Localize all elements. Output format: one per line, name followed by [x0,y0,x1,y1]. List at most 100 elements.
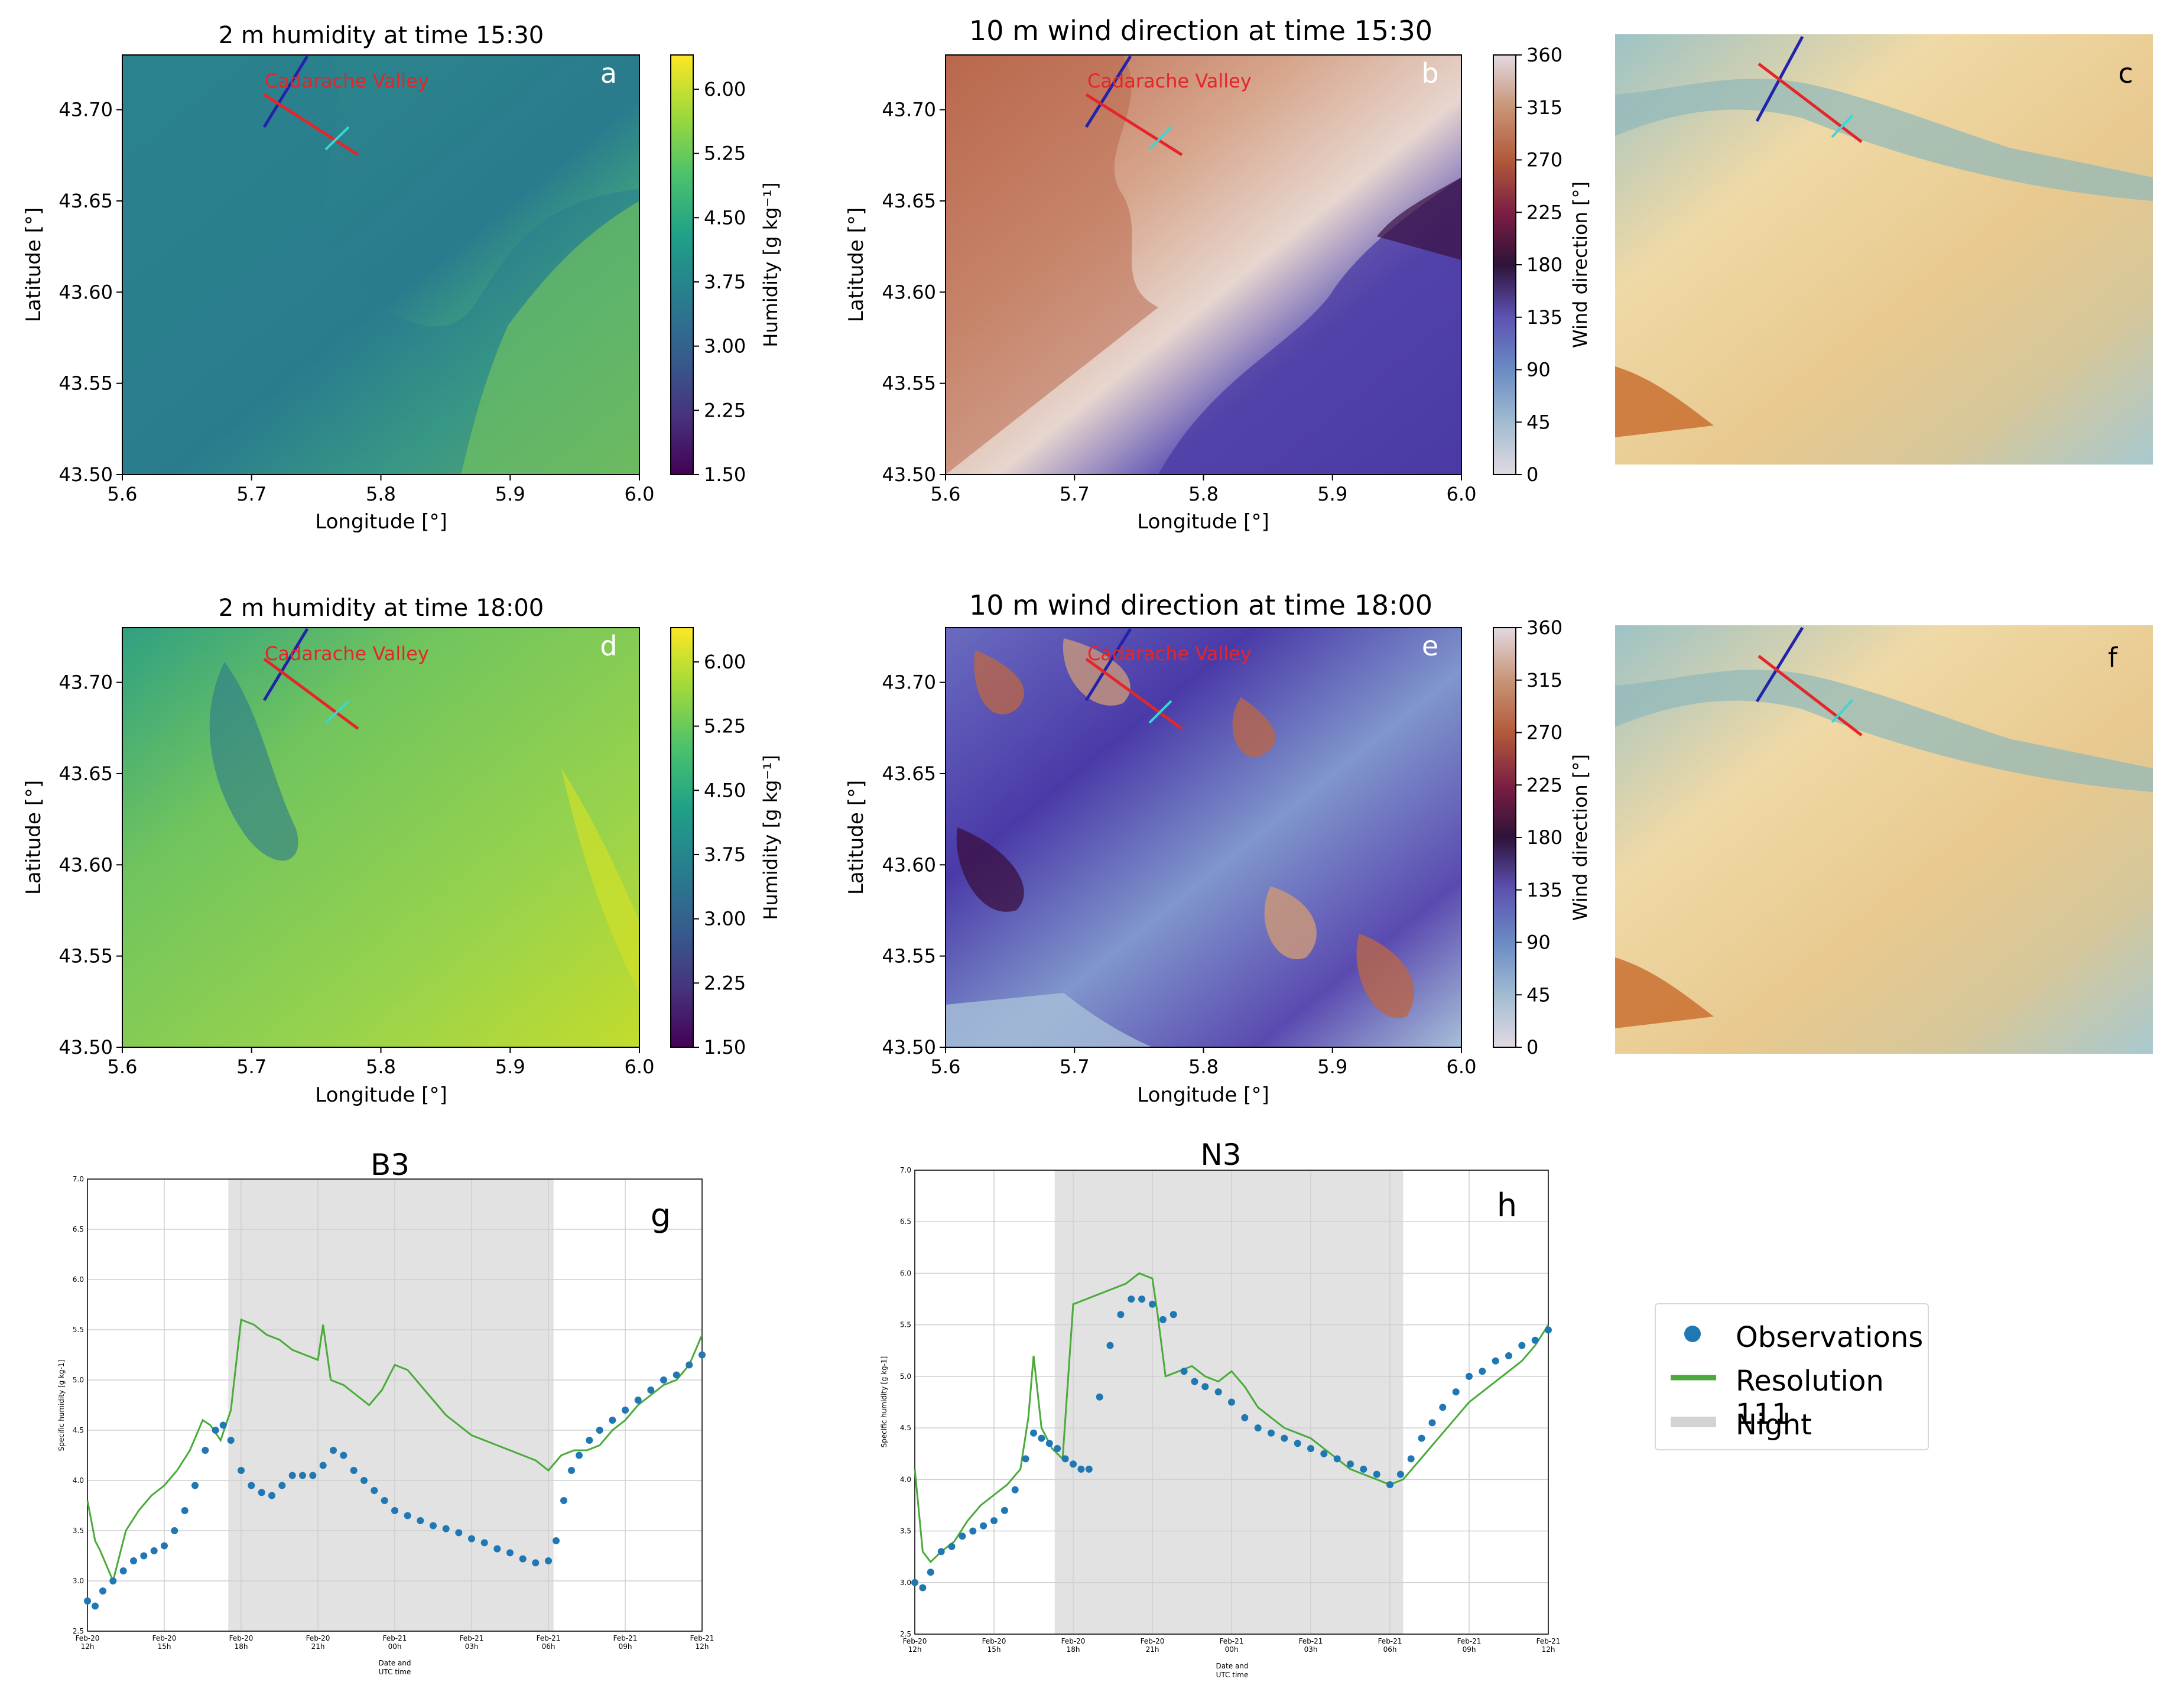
observation-point [1333,1455,1341,1463]
panel-g-title: B3 [371,1148,410,1182]
observation-point [1096,1393,1103,1401]
observation-point [545,1557,552,1564]
observation-point [1030,1429,1037,1437]
panel-d-dry-zone [209,662,298,861]
x-tick-label: Feb-20 15h [982,1637,1006,1654]
observation-point [699,1351,706,1359]
y-tick-label: 6.5 [73,1225,84,1233]
legend-item-night: Night [1656,1402,1928,1444]
observation-point [1077,1465,1085,1473]
observation-point [238,1467,245,1474]
observation-point [248,1482,255,1489]
x-tick-label: Feb-20 15h [152,1634,177,1651]
y-tick-label: 43.60 [882,281,936,303]
panel-f-valley [1615,670,2153,792]
panel-g: B3 2.5 3.0 3.5 4.0 4.5 5.0 5.5 6.0 6.5 7.0 Feb-20 1… [57,1148,714,1676]
panel-d: 2 m humidity at time 18:00 Cadarache Val… [22,595,782,1107]
panel-d-xlabel: Longitude [°] [315,1083,447,1107]
observation-point [468,1535,475,1543]
series-line-resolution-111 [914,1272,1549,1564]
panel-e-colorbar [1493,627,1516,1048]
panel-e: 10 m wind direction at time 18:00 Cadara… [844,589,1591,1107]
observation-point [980,1522,987,1530]
y-tick-label: 43.50 [59,1036,113,1058]
panel-d-field [122,628,639,1047]
y-tick-label: 43.55 [882,372,936,395]
colorbar-tick-label: 2.25 [704,399,746,421]
panel-c-cyan-section [1831,114,1854,138]
observation-point [532,1559,540,1567]
x-tick-label: Feb-21 06h [1378,1637,1402,1654]
observation-point [911,1579,918,1586]
panel-e-colorbar-label: Wind direction [°] [1569,754,1591,921]
panel-a-annotation: Cadarache Valley [265,70,429,92]
observation-point [1138,1295,1146,1303]
colorbar-tick-label: 4.50 [704,206,746,229]
x-tick-label: Feb-21 12h [1536,1637,1561,1654]
observation-point [404,1512,411,1519]
panel-h-letter: h [1497,1187,1517,1224]
y-tick-label: 43.65 [59,762,113,785]
panel-e-patch-7 [946,993,1152,1047]
observation-point [1428,1419,1436,1427]
observation-point [212,1427,219,1434]
y-tick-label: 7.0 [900,1166,911,1174]
observation-point [660,1376,667,1384]
observation-point [340,1452,347,1459]
observation-point [442,1525,450,1532]
x-tick-label: 5.8 [366,1056,396,1078]
y-tick-label: 43.55 [59,945,113,967]
colorbar-tick-label: 3.00 [704,908,746,930]
legend-line-icon [1671,1375,1716,1381]
x-tick-label: 5.6 [931,483,961,505]
observation-point [99,1587,106,1595]
observation-point [596,1427,603,1434]
panel-b-colorbar-label: Wind direction [°] [1569,181,1591,348]
x-tick-label: Feb-20 18h [1061,1637,1086,1654]
observation-point [990,1517,998,1525]
colorbar-tick-label: 270 [1526,149,1562,171]
observation-point [647,1386,655,1394]
observation-point [1061,1455,1069,1463]
observation-point [1268,1429,1275,1437]
observation-point [1159,1316,1167,1323]
panel-d-colorbar-label: Humidity [g kg⁻¹] [759,755,782,920]
observation-point [288,1472,296,1479]
observation-point [519,1555,527,1563]
x-tick-label: 6.0 [1447,1056,1477,1078]
x-tick-label: Feb-21 12h [690,1634,714,1651]
x-tick-label: Feb-20 18h [229,1634,254,1651]
x-tick-label: 5.8 [1188,1056,1219,1078]
observation-point [1170,1311,1177,1319]
panel-e-title: 10 m wind direction at time 18:00 [969,589,1432,621]
night-shading [228,1179,554,1631]
colorbar-tick-label: 135 [1526,879,1562,901]
x-tick-label: Feb-20 12h [76,1634,100,1651]
observation-point [181,1507,189,1514]
panel-g-ylabel: Specific humidity [g kg-1] [57,1360,66,1452]
observation-point [171,1527,178,1534]
y-tick-label: 3.5 [73,1527,84,1535]
panel-a-letter: a [600,57,617,89]
colorbar-tick-label: 360 [1526,44,1562,66]
observation-point [686,1361,693,1369]
observation-point [568,1467,575,1474]
panel-e-patch-4 [1356,934,1414,1018]
observation-point [202,1447,209,1454]
observation-point [1439,1404,1447,1411]
panel-c-ridge [1615,366,1714,437]
panel-a: 2 m humidity at time 15:30 Cadarache Val… [22,22,782,534]
x-tick-label: 5.7 [1060,1056,1090,1078]
observation-point [586,1437,593,1444]
observation-point [1241,1414,1249,1421]
x-tick-label: 5.6 [108,1056,138,1078]
panel-d-annotation: Cadarache Valley [265,642,429,665]
observation-point [1545,1326,1552,1334]
y-tick-label: 4.5 [73,1426,84,1434]
colorbar-tick-label: 360 [1526,616,1562,639]
y-tick-label: 43.50 [59,463,113,486]
observation-point [417,1517,424,1524]
panel-h-xlabel: Date and UTC time [1216,1662,1248,1679]
panel-d-moist-zone [561,768,639,993]
panel-b-annotation: Cadarache Valley [1087,70,1252,92]
